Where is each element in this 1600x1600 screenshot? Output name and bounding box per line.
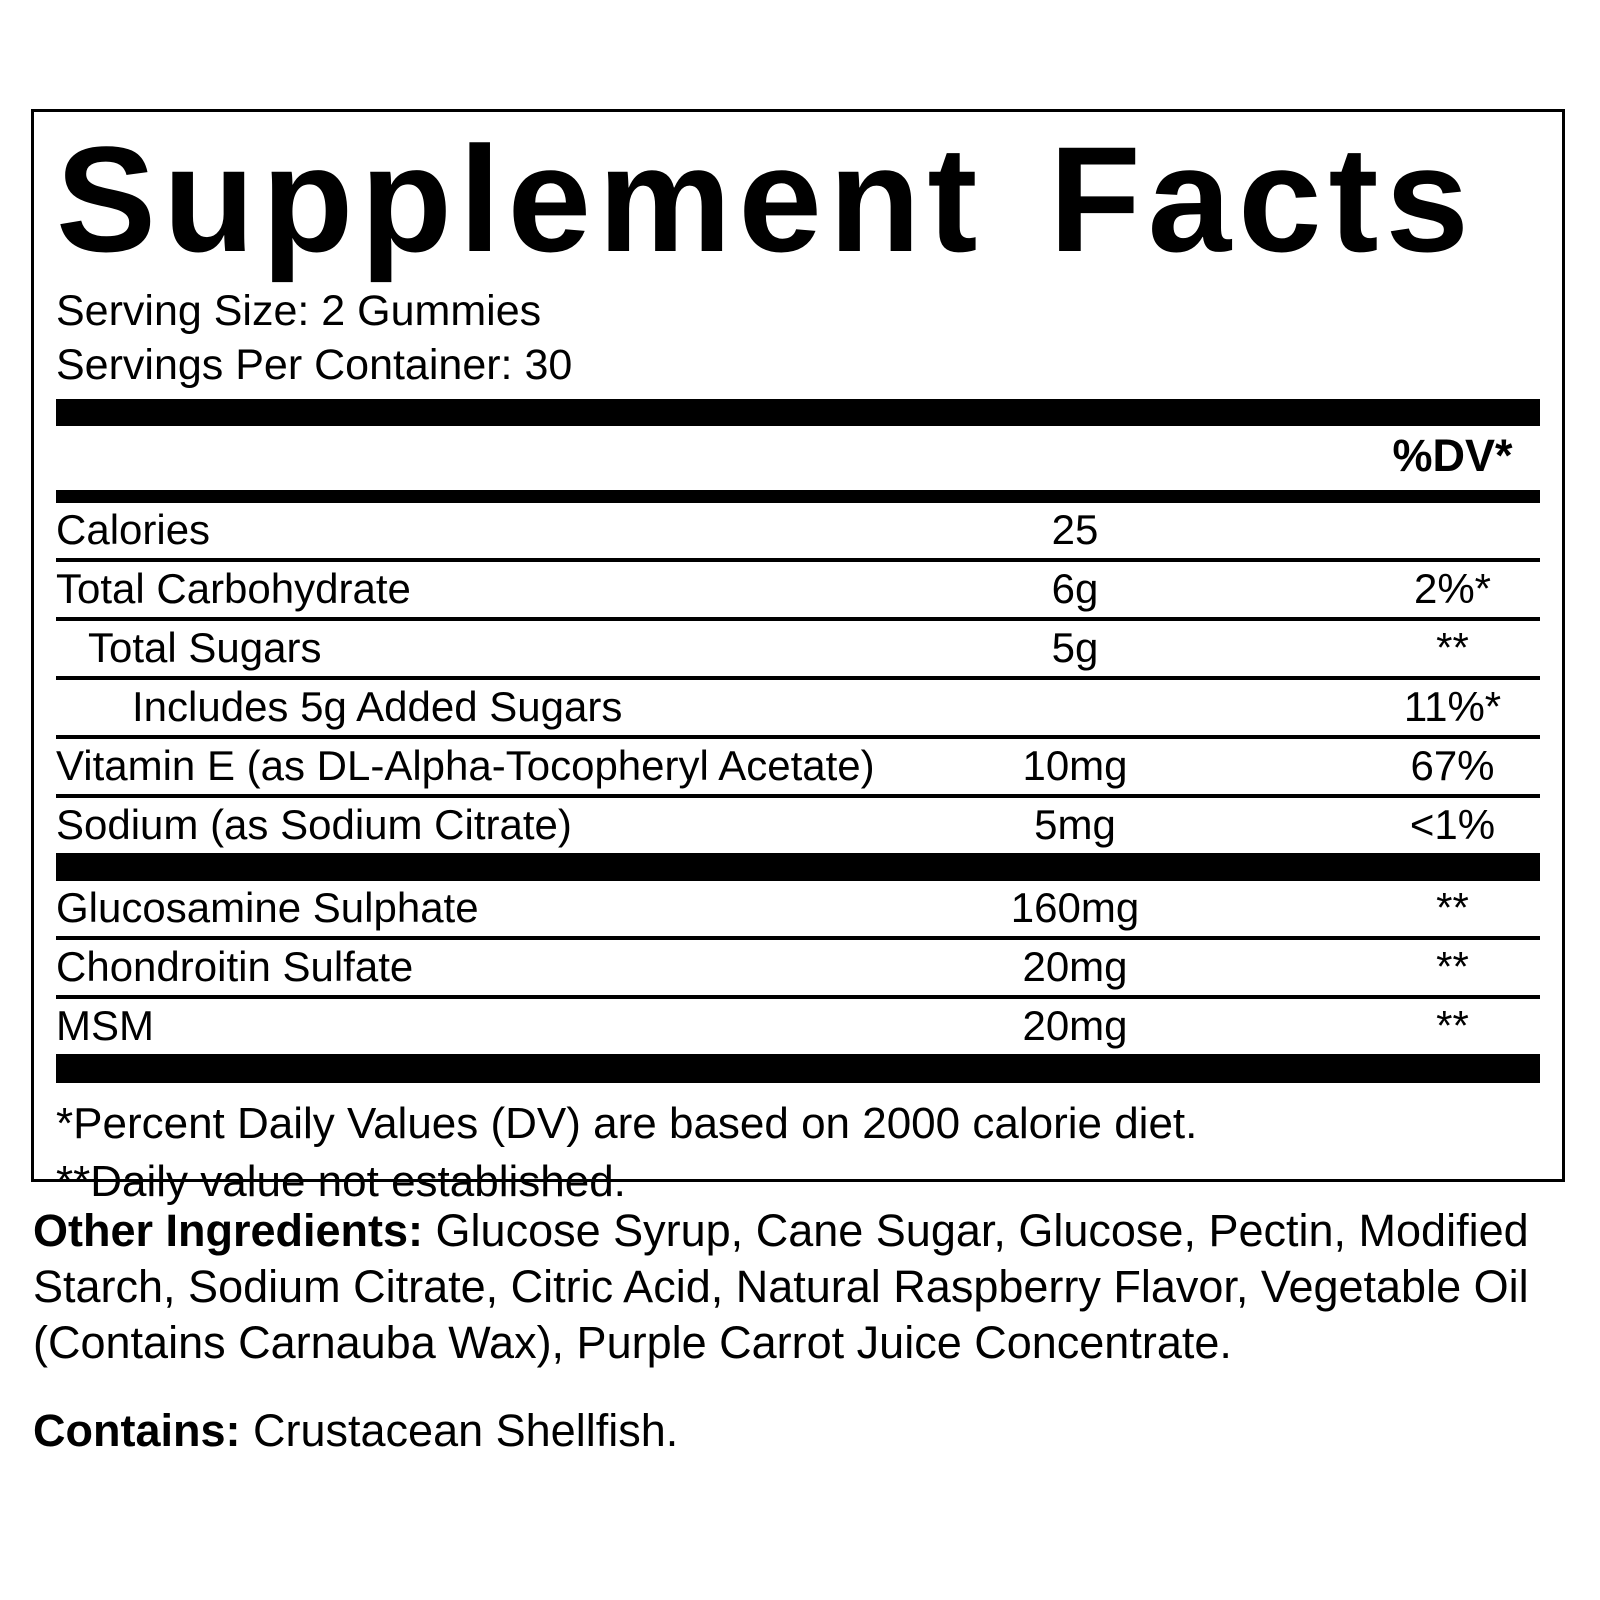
- contains-paragraph: Contains: Crustacean Shellfish.: [33, 1403, 1538, 1459]
- nutrient-amount: 6g: [1051, 565, 1099, 612]
- spacer: [1235, 508, 1365, 551]
- panel-title: Supplement Facts: [56, 115, 1476, 283]
- nutrient-name: Total Sugars: [88, 624, 322, 671]
- contains-label: Contains:: [33, 1405, 241, 1456]
- supplement-facts-panel: Supplement Facts Serving Size: 2 Gummies…: [31, 109, 1565, 1206]
- table-row: Vitamin E (as DL-Alpha-Tocopheryl Acetat…: [56, 739, 1540, 798]
- table-row: MSM 20mg **: [56, 999, 1540, 1054]
- footnote-not-established: **Daily value not established.: [56, 1157, 626, 1206]
- nutrient-amount: [915, 685, 1235, 728]
- divider-bar-mid: [56, 853, 1540, 881]
- footnotes: *Percent Daily Values (DV) are based on …: [56, 1083, 1540, 1211]
- table-row: Chondroitin Sulfate 20mg **: [56, 940, 1540, 999]
- table-row: Includes 5g Added Sugars 11%*: [56, 680, 1540, 739]
- nutrient-dv: 11%*: [1403, 683, 1502, 730]
- spacer: [1235, 567, 1365, 610]
- other-ingredients-label: Other Ingredients:: [33, 1205, 424, 1256]
- spacer: [1235, 685, 1365, 728]
- nutrient-dv: **: [1436, 624, 1469, 671]
- spacer: [1235, 945, 1365, 988]
- spacer: [1235, 626, 1365, 669]
- nutrient-amount: 5g: [1051, 624, 1099, 671]
- nutrient-dv: **: [1436, 884, 1469, 931]
- contains-text: Crustacean Shellfish.: [240, 1405, 679, 1456]
- nutrient-amount: 20mg: [1022, 943, 1128, 990]
- nutrient-name: Glucosamine Sulphate: [56, 884, 479, 931]
- table-row: Calories 25: [56, 503, 1540, 562]
- nutrient-dv: **: [1436, 1002, 1469, 1049]
- nutrient-dv: 67%: [1410, 742, 1495, 789]
- nutrient-dv: **: [1436, 943, 1469, 990]
- nutrient-name: Sodium (as Sodium Citrate): [56, 801, 572, 848]
- spacer: [1235, 1004, 1365, 1047]
- nutrient-dv: 2%*: [1413, 565, 1492, 612]
- table-row: Sodium (as Sodium Citrate) 5mg <1%: [56, 798, 1540, 853]
- spacer: [1235, 886, 1365, 929]
- nutrient-dv: <1%: [1409, 801, 1496, 848]
- nutrient-name: Calories: [56, 506, 211, 553]
- serving-info: Serving Size: 2 Gummies Servings Per Con…: [56, 284, 1540, 392]
- table-header-row: %DV*: [56, 426, 1540, 490]
- nutrient-name: Chondroitin Sulfate: [56, 943, 414, 990]
- dv-column-header: %DV*: [1392, 430, 1513, 481]
- serving-size: Serving Size: 2 Gummies: [56, 287, 542, 335]
- nutrient-amount: 160mg: [1010, 884, 1140, 931]
- below-panel-text: Other Ingredients: Glucose Syrup, Cane S…: [33, 1203, 1538, 1459]
- table-row: Total Carbohydrate 6g 2%*: [56, 562, 1540, 621]
- spacer: [1235, 803, 1365, 846]
- nutrient-amount: 5mg: [1034, 801, 1116, 848]
- nutrient-name: MSM: [56, 1002, 154, 1049]
- footnote-daily-values: *Percent Daily Values (DV) are based on …: [56, 1099, 1198, 1148]
- nutrient-name: Vitamin E (as DL-Alpha-Tocopheryl Acetat…: [56, 742, 875, 789]
- nutrient-amount: 25: [1051, 506, 1099, 553]
- divider-bar-thick-top: [56, 399, 1540, 426]
- servings-per-container: Servings Per Container: 30: [56, 341, 573, 389]
- other-ingredients-paragraph: Other Ingredients: Glucose Syrup, Cane S…: [33, 1203, 1538, 1371]
- nutrient-dv: [1365, 508, 1540, 551]
- nutrient-amount: 10mg: [1022, 742, 1128, 789]
- nutrient-name: Total Carbohydrate: [56, 565, 411, 612]
- table-row: Glucosamine Sulphate 160mg **: [56, 881, 1540, 940]
- nutrient-amount: 20mg: [1022, 1002, 1128, 1049]
- divider-bar-under-header: [56, 490, 1540, 503]
- table-row: Total Sugars 5g **: [56, 621, 1540, 680]
- spacer: [1235, 744, 1365, 787]
- divider-bar-bottom: [56, 1054, 1540, 1083]
- nutrient-name: Includes 5g Added Sugars: [132, 683, 623, 730]
- other-ingredients-text: Glucose Syrup, Cane Sugar, Glucose, Pect…: [33, 1205, 1529, 1368]
